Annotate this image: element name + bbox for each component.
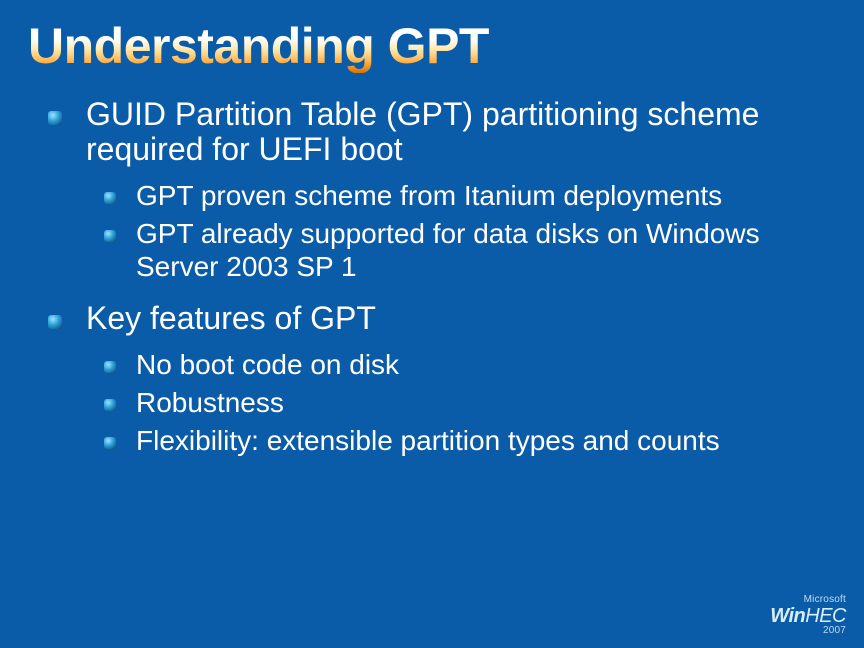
bullet-list-level1: GUID Partition Table (GPT) partitioning … (42, 97, 836, 458)
branding-logo: Microsoft WinHEC 2007 (770, 595, 846, 636)
list-item: GPT proven scheme from Itanium deploymen… (98, 180, 836, 212)
branding-company: Microsoft (770, 595, 846, 605)
branding-year: 2007 (770, 626, 846, 636)
list-item-text: Robustness (136, 387, 284, 418)
list-item: GUID Partition Table (GPT) partitioning … (42, 97, 836, 283)
list-item: No boot code on disk (98, 349, 836, 381)
list-item-text: GPT already supported for data disks on … (136, 218, 760, 281)
branding-product-prefix: Win (770, 605, 805, 628)
list-item: Key features of GPT No boot code on disk… (42, 301, 836, 457)
list-item-text: GUID Partition Table (GPT) partitioning … (86, 96, 759, 168)
list-item-text: Key features of GPT (86, 300, 376, 336)
slide-title: Understanding GPT (28, 20, 836, 73)
list-item: Flexibility: extensible partition types … (98, 425, 836, 457)
bullet-list-level2: No boot code on disk Robustness Flexibil… (98, 349, 836, 458)
list-item: Robustness (98, 387, 836, 419)
list-item-text: No boot code on disk (136, 349, 399, 380)
slide: Understanding GPT GUID Partition Table (… (0, 0, 864, 648)
list-item: GPT already supported for data disks on … (98, 218, 836, 282)
bullet-list-level2: GPT proven scheme from Itanium deploymen… (98, 180, 836, 283)
list-item-text: GPT proven scheme from Itanium deploymen… (136, 180, 722, 211)
list-item-text: Flexibility: extensible partition types … (136, 425, 720, 456)
